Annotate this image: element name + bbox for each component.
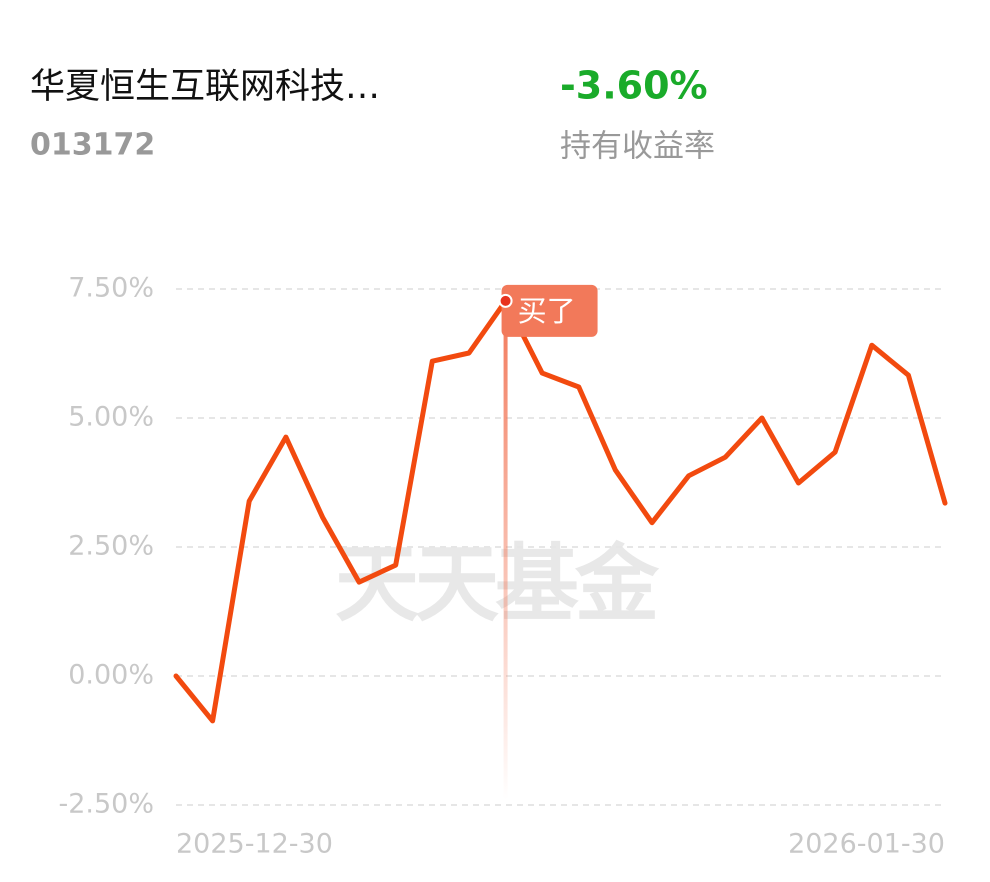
line <box>173 298 948 724</box>
buy-tag-text: 买了 <box>518 294 576 328</box>
x-tick-label: 2026-01-30 <box>788 829 945 860</box>
buy-tag <box>501 284 598 337</box>
return-value: -3.60% <box>560 64 708 108</box>
buy-marker-line <box>503 300 508 800</box>
return-label: 持有收益率 <box>560 129 715 165</box>
fund-title: 华夏恒生互联网科技… <box>30 67 380 107</box>
y-tick-label: 0.00% <box>68 660 154 691</box>
y-tick-label: 2.50% <box>68 531 154 562</box>
y-tick-label: 7.50% <box>68 273 154 304</box>
x-tick-label: 2025-12-30 <box>176 829 333 860</box>
y-tick-label: 5.00% <box>68 402 154 433</box>
watermark: 天天基金 <box>335 535 660 633</box>
plot: 7.50% 5.00% 2.50% 0.00% -2.50% 2025-12-30 2026… <box>58 273 948 860</box>
buy-point <box>498 293 513 308</box>
fund-code: 013172 <box>30 128 155 163</box>
buy-marker: 买了 <box>498 284 598 337</box>
y-tick-label: -2.50% <box>58 789 154 820</box>
